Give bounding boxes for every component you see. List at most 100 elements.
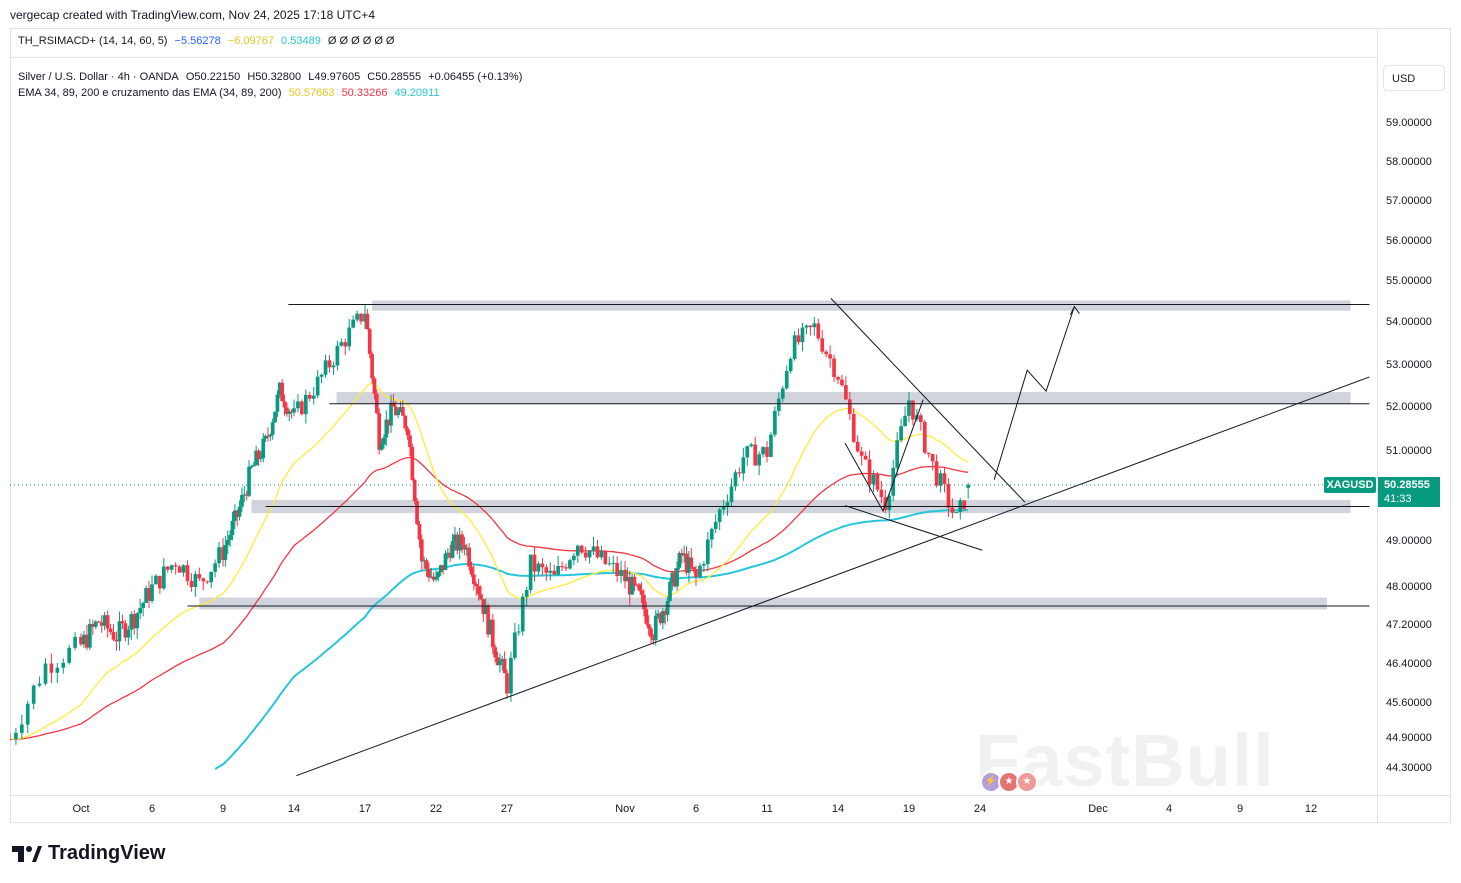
candle [761, 447, 765, 455]
symbol-legend[interactable]: Silver / U.S. Dollar · 4h · OANDA O50.22… [18, 69, 526, 101]
candle [249, 466, 254, 468]
candle [938, 473, 943, 486]
candle [536, 563, 541, 572]
candle [19, 724, 24, 733]
price-tick-label: 57.00000 [1386, 195, 1432, 207]
candle [625, 577, 630, 582]
candle [516, 631, 521, 633]
time-tick-label: 6 [148, 803, 156, 815]
candle [946, 484, 951, 508]
candle [490, 619, 495, 648]
candle [254, 450, 258, 466]
ohlc-open: O50.22150 [185, 71, 241, 83]
candle [61, 662, 66, 668]
time-axis-separator [10, 795, 1451, 796]
candle [469, 566, 474, 575]
candle [651, 637, 656, 641]
candle [568, 560, 572, 569]
candle [403, 415, 408, 429]
price-axis-separator [1377, 28, 1378, 823]
candle [725, 502, 730, 507]
candle [347, 327, 352, 347]
us-flag-icon-2[interactable]: ★ [1016, 771, 1038, 793]
tradingview-logo-icon [12, 845, 42, 862]
candle [434, 576, 438, 580]
indicator-legend[interactable]: TH_RSIMACD+ (14, 14, 60, 5) −5.56278 −6.… [18, 35, 399, 47]
candle [244, 494, 249, 496]
candle [79, 636, 83, 645]
candle [812, 323, 817, 328]
price-tick-label: 53.00000 [1386, 359, 1432, 371]
candle [899, 426, 903, 441]
candle [117, 621, 122, 642]
candle [296, 401, 300, 409]
candle [270, 422, 275, 435]
candle [55, 667, 60, 673]
candle [769, 434, 773, 457]
symbol-title: Silver / U.S. Dollar · 4h · OANDA [18, 71, 179, 83]
wedge-zigzag [844, 399, 924, 513]
candle [824, 351, 829, 355]
candle [591, 546, 596, 551]
candle [247, 466, 251, 496]
candle [363, 313, 367, 322]
candle [396, 410, 400, 416]
candle [481, 599, 486, 615]
drawing-line-1 [296, 376, 1370, 777]
candle [441, 565, 445, 570]
candle [386, 419, 391, 426]
candle [67, 647, 72, 663]
candle [147, 588, 151, 601]
tradingview-logo[interactable]: TradingView [12, 842, 165, 865]
candle [319, 374, 324, 377]
candle [209, 571, 214, 583]
candle [962, 500, 967, 510]
price-tick-label: 51.00000 [1386, 445, 1432, 457]
candle [847, 399, 852, 414]
candle [303, 394, 308, 415]
candle [144, 588, 148, 603]
candle [474, 584, 479, 587]
candle [221, 547, 225, 560]
candle [607, 563, 612, 565]
candle [165, 566, 170, 570]
candle [389, 402, 393, 426]
candle [875, 474, 880, 490]
candle [907, 400, 911, 416]
price-tick-label: 54.00000 [1386, 316, 1432, 328]
candle [230, 520, 235, 536]
candle [879, 489, 884, 498]
candle [745, 446, 750, 458]
event-badges[interactable]: ⚡ ★ ★ [980, 771, 1038, 793]
candle [448, 552, 453, 558]
candle [14, 732, 18, 740]
candle [966, 485, 971, 488]
candle [111, 632, 116, 640]
candle [583, 552, 588, 558]
candle [132, 614, 137, 629]
candle [887, 495, 892, 511]
candle [25, 703, 30, 725]
candle [382, 437, 386, 445]
zone-support-4 [199, 597, 1328, 610]
candle [851, 413, 856, 442]
candle [575, 545, 580, 556]
candle [493, 647, 498, 658]
candle [410, 446, 415, 480]
candle [169, 565, 174, 570]
candle [450, 541, 455, 558]
candle [266, 435, 270, 437]
price-tick-label: 59.00000 [1386, 117, 1432, 129]
candle [788, 358, 793, 372]
candle [457, 534, 462, 551]
candle [307, 394, 312, 399]
candle [828, 354, 832, 359]
candle [753, 444, 758, 466]
candle [587, 550, 592, 558]
drawing-line-3 [844, 505, 983, 551]
candle [205, 581, 210, 583]
candle [292, 408, 296, 413]
candle [528, 554, 533, 590]
currency-button[interactable]: USD [1383, 65, 1445, 91]
price-chart[interactable] [10, 57, 1377, 795]
